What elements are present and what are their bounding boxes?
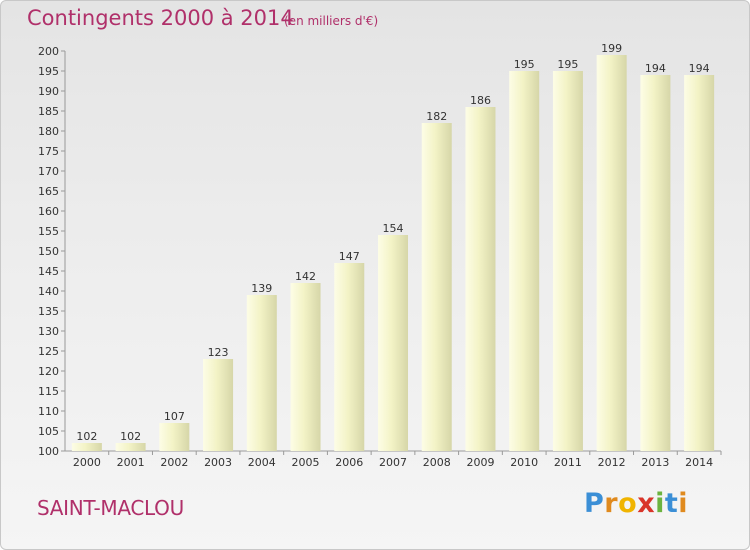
logo-letter: x xyxy=(637,488,656,519)
data-label: 199 xyxy=(601,42,622,55)
x-tick-label: 2000 xyxy=(73,456,101,469)
data-label: 195 xyxy=(557,58,578,71)
bar-2005 xyxy=(290,283,321,451)
logo-letter: r xyxy=(604,488,619,519)
data-label: 139 xyxy=(251,282,272,295)
x-tick-label: 2013 xyxy=(641,456,669,469)
y-tick-label: 130 xyxy=(38,325,59,338)
x-tick-label: 2008 xyxy=(423,456,451,469)
y-tick-label: 185 xyxy=(38,105,59,118)
y-tick-label: 170 xyxy=(38,165,59,178)
bar-2000 xyxy=(71,443,102,451)
data-label: 186 xyxy=(470,94,491,107)
y-tick-label: 200 xyxy=(38,45,59,58)
y-tick-label: 155 xyxy=(38,225,59,238)
bar-2007 xyxy=(378,235,408,451)
bar-2009 xyxy=(465,107,496,451)
y-tick-label: 105 xyxy=(38,425,59,438)
proxiti-logo[interactable]: Proxiti xyxy=(584,488,688,519)
logo-letter: o xyxy=(618,488,638,519)
chart-title: Contingents 2000 à 2014 xyxy=(27,6,294,30)
data-label: 194 xyxy=(689,62,710,75)
data-label: 123 xyxy=(208,346,229,359)
bar-2014 xyxy=(684,75,715,451)
data-label: 107 xyxy=(164,410,185,423)
logo-letter: P xyxy=(584,488,605,519)
x-tick-label: 2010 xyxy=(510,456,538,469)
data-label: 195 xyxy=(514,58,535,71)
bar-2006 xyxy=(334,263,365,451)
chart-subtitle: (en milliers d'€) xyxy=(284,14,379,28)
y-tick-label: 115 xyxy=(38,385,59,398)
y-tick-label: 140 xyxy=(38,285,59,298)
bar-2004 xyxy=(246,295,277,451)
y-tick-label: 135 xyxy=(38,305,59,318)
logo-letter: t xyxy=(664,488,679,519)
y-tick-label: 145 xyxy=(38,265,59,278)
data-label: 147 xyxy=(339,250,360,263)
y-tick-label: 195 xyxy=(38,65,59,78)
bar-2002 xyxy=(159,423,190,451)
bar-2008 xyxy=(421,123,452,451)
x-tick-label: 2007 xyxy=(379,456,407,469)
x-tick-label: 2012 xyxy=(598,456,626,469)
bar-2011 xyxy=(552,71,583,451)
x-tick-label: 2014 xyxy=(685,456,713,469)
logo-letter: i xyxy=(655,488,665,519)
y-tick-label: 110 xyxy=(38,405,59,418)
bar-2013 xyxy=(640,75,671,451)
y-tick-label: 160 xyxy=(38,205,59,218)
y-tick-label: 100 xyxy=(38,445,59,458)
x-tick-label: 2009 xyxy=(466,456,494,469)
data-label: 102 xyxy=(76,430,97,443)
bar-2003 xyxy=(203,359,234,451)
bar-2012 xyxy=(596,55,627,451)
x-tick-label: 2004 xyxy=(248,456,276,469)
x-axis: 2000 2001 2002 2003 2004 2005 2006 2007 2008 2009… xyxy=(65,450,722,469)
data-label: 182 xyxy=(426,110,447,123)
x-tick-label: 2006 xyxy=(335,456,363,469)
y-tick-label: 125 xyxy=(38,345,59,358)
data-label: 102 xyxy=(120,430,141,443)
x-tick-label: 2002 xyxy=(160,456,188,469)
x-tick-label: 2005 xyxy=(292,456,320,469)
y-tick-label: 175 xyxy=(38,145,59,158)
y-tick-label: 120 xyxy=(38,365,59,378)
logo-letter: i xyxy=(678,488,689,519)
x-tick-label: 2011 xyxy=(554,456,582,469)
data-label: 154 xyxy=(383,222,404,235)
data-labels-group: 102 102 107 123 139 142 147 154 182 186 195 195 199 1… xyxy=(76,42,709,443)
y-tick-label: 180 xyxy=(38,125,59,138)
y-tick-label: 190 xyxy=(38,85,59,98)
y-axis: 100 105 110 115 120 125 130 135 140 145 150 155 160 1… xyxy=(38,45,66,458)
y-tick-label: 150 xyxy=(38,245,59,258)
data-label: 142 xyxy=(295,270,316,283)
bars-group xyxy=(71,55,715,451)
y-tick-label: 165 xyxy=(38,185,59,198)
data-label: 194 xyxy=(645,62,666,75)
place-name: SAINT-MACLOU xyxy=(37,496,184,520)
x-tick-label: 2001 xyxy=(117,456,145,469)
x-tick-label: 2003 xyxy=(204,456,232,469)
bar-2010 xyxy=(509,71,540,451)
bar-2001 xyxy=(115,443,146,451)
